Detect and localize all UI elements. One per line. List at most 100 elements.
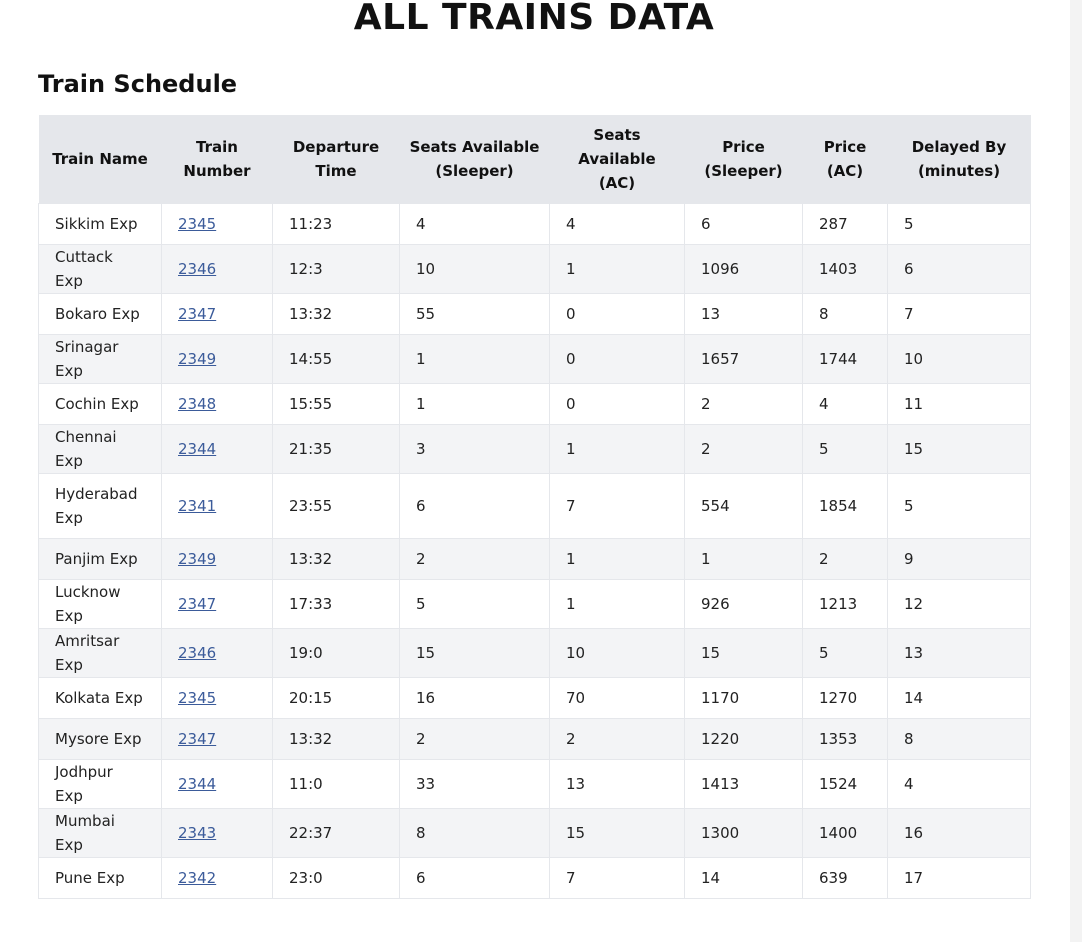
train-number-link[interactable]: 2343 [178, 823, 217, 842]
price-ac-cell: 1744 [802, 333, 888, 384]
price-ac-cell: 1854 [802, 472, 888, 539]
departure-time-cell: 13:32 [272, 292, 400, 335]
train-number-link[interactable]: 2344 [178, 439, 217, 458]
train-number-link[interactable]: 2344 [178, 774, 217, 793]
price-ac-cell: 1403 [802, 243, 888, 294]
train-number-cell: 2345 [161, 202, 273, 245]
header-label-line: Seats [593, 125, 641, 144]
train-number-cell: 2346 [161, 627, 273, 678]
seats-ac-cell: 0 [549, 382, 685, 425]
table-row: Bokaro Exp 2347 13:32 55 0 13 8 7 [38, 292, 1031, 335]
header-label-line: Price [722, 137, 765, 156]
seats-ac-cell: 1 [549, 243, 685, 294]
seats-sleeper-cell: 2 [399, 717, 550, 760]
train-number-link[interactable]: 2341 [178, 496, 217, 515]
header-train-name: Train Name [38, 115, 162, 203]
seats-ac-cell: 4 [549, 202, 685, 245]
seats-ac-cell: 70 [549, 676, 685, 719]
train-number-link[interactable]: 2345 [178, 214, 217, 233]
seats-ac-cell: 7 [549, 472, 685, 539]
table-row: Chennai Exp 2344 21:35 3 1 2 5 15 [38, 423, 1031, 474]
price-ac-cell: 1270 [802, 676, 888, 719]
table-row: Hyderabad Exp 2341 23:55 6 7 554 1854 5 [38, 472, 1031, 539]
train-number-link[interactable]: 2349 [178, 349, 217, 368]
table-row: Cuttack Exp 2346 12:3 10 1 1096 1403 6 [38, 243, 1031, 294]
table-row: Jodhpur Exp 2344 11:0 33 13 1413 1524 4 [38, 758, 1031, 809]
price-sleeper-cell: 14 [684, 856, 803, 899]
price-sleeper-cell: 1 [684, 537, 803, 580]
train-number-link[interactable]: 2342 [178, 868, 217, 887]
seats-sleeper-cell: 16 [399, 676, 550, 719]
train-name-cell: Sikkim Exp [38, 202, 162, 245]
train-number-link[interactable]: 2345 [178, 688, 217, 707]
seats-sleeper-cell: 3 [399, 423, 550, 474]
train-number-cell: 2344 [161, 758, 273, 809]
table-row: Pune Exp 2342 23:0 6 7 14 639 17 [38, 856, 1031, 899]
header-label-line: Train Name [52, 149, 148, 168]
table-header-row: Train Name Train Number Departure Time Seats … [38, 115, 1031, 203]
departure-time-cell: 21:35 [272, 423, 400, 474]
train-name-cell: Mysore Exp [38, 717, 162, 760]
train-number-link[interactable]: 2347 [178, 594, 217, 613]
seats-sleeper-cell: 6 [399, 856, 550, 899]
train-number-link[interactable]: 2347 [178, 729, 217, 748]
table-row: Srinagar Exp 2349 14:55 1 0 1657 1744 10 [38, 333, 1031, 384]
page-scrollbar[interactable] [1070, 0, 1082, 942]
train-name-cell: Cuttack Exp [38, 243, 162, 294]
price-sleeper-cell: 1170 [684, 676, 803, 719]
train-name-cell: Cochin Exp [38, 382, 162, 425]
seats-ac-cell: 13 [549, 758, 685, 809]
table-row: Mysore Exp 2347 13:32 2 2 1220 1353 8 [38, 717, 1031, 760]
train-name-cell: Pune Exp [38, 856, 162, 899]
departure-time-cell: 22:37 [272, 807, 400, 858]
seats-sleeper-cell: 55 [399, 292, 550, 335]
train-number-cell: 2345 [161, 676, 273, 719]
seats-ac-cell: 0 [549, 333, 685, 384]
seats-ac-cell: 0 [549, 292, 685, 335]
train-name-cell: Mumbai Exp [38, 807, 162, 858]
table-row: Panjim Exp 2349 13:32 2 1 1 2 9 [38, 537, 1031, 580]
train-number-link[interactable]: 2346 [178, 643, 217, 662]
price-sleeper-cell: 926 [684, 578, 803, 629]
train-schedule-table: Train Name Train Number Departure Time Seats … [38, 115, 1031, 899]
price-sleeper-cell: 1413 [684, 758, 803, 809]
seats-sleeper-cell: 10 [399, 243, 550, 294]
price-ac-cell: 639 [802, 856, 888, 899]
departure-time-cell: 15:55 [272, 382, 400, 425]
train-number-cell: 2349 [161, 333, 273, 384]
price-ac-cell: 1524 [802, 758, 888, 809]
table-row: Amritsar Exp 2346 19:0 15 10 15 5 13 [38, 627, 1031, 678]
train-number-link[interactable]: 2346 [178, 259, 217, 278]
price-ac-cell: 4 [802, 382, 888, 425]
delay-cell: 5 [887, 202, 1031, 245]
train-name-cell: Panjim Exp [38, 537, 162, 580]
train-number-link[interactable]: 2347 [178, 304, 217, 323]
header-label-line: (minutes) [917, 161, 1001, 180]
departure-time-cell: 11:23 [272, 202, 400, 245]
delay-cell: 15 [887, 423, 1031, 474]
delay-cell: 17 [887, 856, 1031, 899]
departure-time-cell: 19:0 [272, 627, 400, 678]
seats-sleeper-cell: 15 [399, 627, 550, 678]
delay-cell: 4 [887, 758, 1031, 809]
delay-cell: 5 [887, 472, 1031, 539]
train-number-link[interactable]: 2348 [178, 394, 217, 413]
seats-ac-cell: 1 [549, 423, 685, 474]
train-number-cell: 2344 [161, 423, 273, 474]
train-name-cell: Lucknow Exp [38, 578, 162, 629]
seats-sleeper-cell: 2 [399, 537, 550, 580]
seats-sleeper-cell: 1 [399, 333, 550, 384]
section-title: Train Schedule [38, 70, 238, 98]
table-row: Sikkim Exp 2345 11:23 4 4 6 287 5 [38, 202, 1031, 245]
page-title: ALL TRAINS DATA [353, 0, 715, 38]
seats-ac-cell: 2 [549, 717, 685, 760]
departure-time-cell: 14:55 [272, 333, 400, 384]
header-label-line: (AC) [598, 173, 636, 192]
train-number-link[interactable]: 2349 [178, 549, 217, 568]
departure-time-cell: 17:33 [272, 578, 400, 629]
price-ac-cell: 1213 [802, 578, 888, 629]
header-train-number: Train Number [161, 115, 273, 203]
header-label-line: Price [823, 137, 867, 156]
departure-time-cell: 23:0 [272, 856, 400, 899]
seats-ac-cell: 10 [549, 627, 685, 678]
